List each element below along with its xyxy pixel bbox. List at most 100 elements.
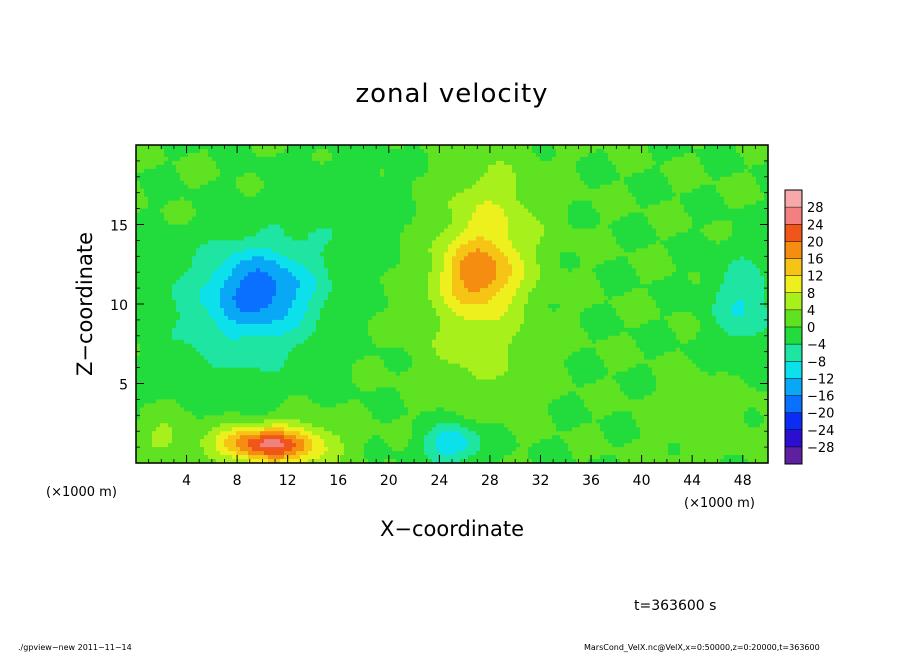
heatmap-cell <box>340 319 345 325</box>
heatmap-cell <box>340 307 345 313</box>
heatmap-cell <box>308 323 313 329</box>
heatmap-cell <box>296 375 301 381</box>
heatmap-cell <box>224 351 229 357</box>
heatmap-cell <box>152 284 157 289</box>
heatmap-cell <box>160 216 165 222</box>
heatmap-cell <box>176 403 181 408</box>
heatmap-cell <box>284 375 289 381</box>
heatmap-cell <box>236 260 241 265</box>
heatmap-cell <box>208 200 213 206</box>
heatmap-cell <box>376 359 381 365</box>
heatmap-cell <box>256 148 261 154</box>
heatmap-cell <box>172 200 177 206</box>
heatmap-cell <box>156 383 161 389</box>
heatmap-cell <box>136 427 141 432</box>
heatmap-cell <box>284 272 289 277</box>
heatmap-cell <box>184 343 189 349</box>
heatmap-cell <box>376 419 381 424</box>
heatmap-cell <box>252 359 257 365</box>
heatmap-cell <box>300 447 305 452</box>
heatmap-cell <box>328 260 333 265</box>
heatmap-cell <box>332 232 337 238</box>
heatmap-cell <box>308 164 313 170</box>
heatmap-cell <box>364 415 369 420</box>
heatmap-cell <box>288 411 293 416</box>
heatmap-cell <box>240 375 245 381</box>
heatmap-cell <box>288 351 293 357</box>
heatmap-cell <box>148 145 153 150</box>
heatmap-cell <box>244 367 249 373</box>
heatmap-cell <box>376 335 381 341</box>
heatmap-cell <box>216 268 221 273</box>
heatmap-cell <box>308 284 313 289</box>
heatmap-cell <box>232 156 237 162</box>
heatmap-cell <box>340 379 345 385</box>
heatmap-cell <box>152 363 157 369</box>
heatmap-cell <box>380 268 385 273</box>
heatmap-cell <box>184 439 189 444</box>
heatmap-cell <box>160 419 165 424</box>
heatmap-cell <box>256 268 261 273</box>
heatmap-cell <box>220 359 225 365</box>
heatmap-cell <box>180 395 185 401</box>
heatmap-cell <box>312 184 317 190</box>
heatmap-cell <box>328 407 333 412</box>
heatmap-cell <box>156 331 161 337</box>
heatmap-cell <box>380 216 385 222</box>
heatmap-cell <box>232 351 237 357</box>
heatmap-cell <box>304 264 309 269</box>
heatmap-cell <box>340 252 345 257</box>
heatmap-cell <box>332 387 337 393</box>
heatmap-cell <box>216 232 221 238</box>
heatmap-cell <box>240 280 245 285</box>
heatmap-cell <box>372 264 377 269</box>
heatmap-cell <box>336 443 341 448</box>
heatmap-cell <box>192 339 197 345</box>
heatmap-cell <box>200 431 205 436</box>
heatmap-cell <box>380 145 385 150</box>
heatmap-cell <box>256 359 261 365</box>
heatmap-cell <box>148 268 153 273</box>
heatmap-cell <box>180 272 185 277</box>
heatmap-cell <box>256 387 261 393</box>
heatmap-cell <box>336 252 341 257</box>
heatmap-cell <box>332 224 337 230</box>
heatmap-cell <box>280 371 285 377</box>
heatmap-cell <box>200 407 205 412</box>
heatmap-cell <box>328 379 333 385</box>
heatmap-cell <box>168 180 173 186</box>
heatmap-cell <box>376 319 381 325</box>
heatmap-cell <box>380 459 385 464</box>
heatmap-cell <box>200 367 205 373</box>
heatmap-cell <box>356 383 361 389</box>
heatmap-cell <box>320 240 325 245</box>
heatmap-cell <box>212 204 217 210</box>
heatmap-cell <box>364 399 369 404</box>
heatmap-cell <box>276 451 281 456</box>
heatmap-cell <box>308 359 313 365</box>
heatmap-cell <box>260 260 265 265</box>
heatmap-cell <box>212 156 217 162</box>
heatmap-cell <box>352 176 357 182</box>
heatmap-cell <box>180 311 185 317</box>
heatmap-cell <box>268 220 273 226</box>
heatmap-cell <box>152 383 157 389</box>
heatmap-cell <box>156 351 161 357</box>
heatmap-cell <box>376 280 381 285</box>
heatmap-cell <box>268 268 273 273</box>
heatmap-cell <box>136 399 141 404</box>
heatmap-cell <box>144 391 149 397</box>
heatmap-cell <box>372 355 377 361</box>
heatmap-cell <box>316 335 321 341</box>
heatmap-cell <box>364 188 369 194</box>
heatmap-cell <box>332 264 337 269</box>
heatmap-cell <box>384 276 389 281</box>
heatmap-cell <box>264 272 269 277</box>
heatmap-cell <box>296 160 301 166</box>
heatmap-cell <box>200 387 205 393</box>
heatmap-cell <box>176 248 181 253</box>
heatmap-cell <box>224 411 229 416</box>
heatmap-cell <box>340 435 345 440</box>
heatmap-cell <box>144 395 149 401</box>
